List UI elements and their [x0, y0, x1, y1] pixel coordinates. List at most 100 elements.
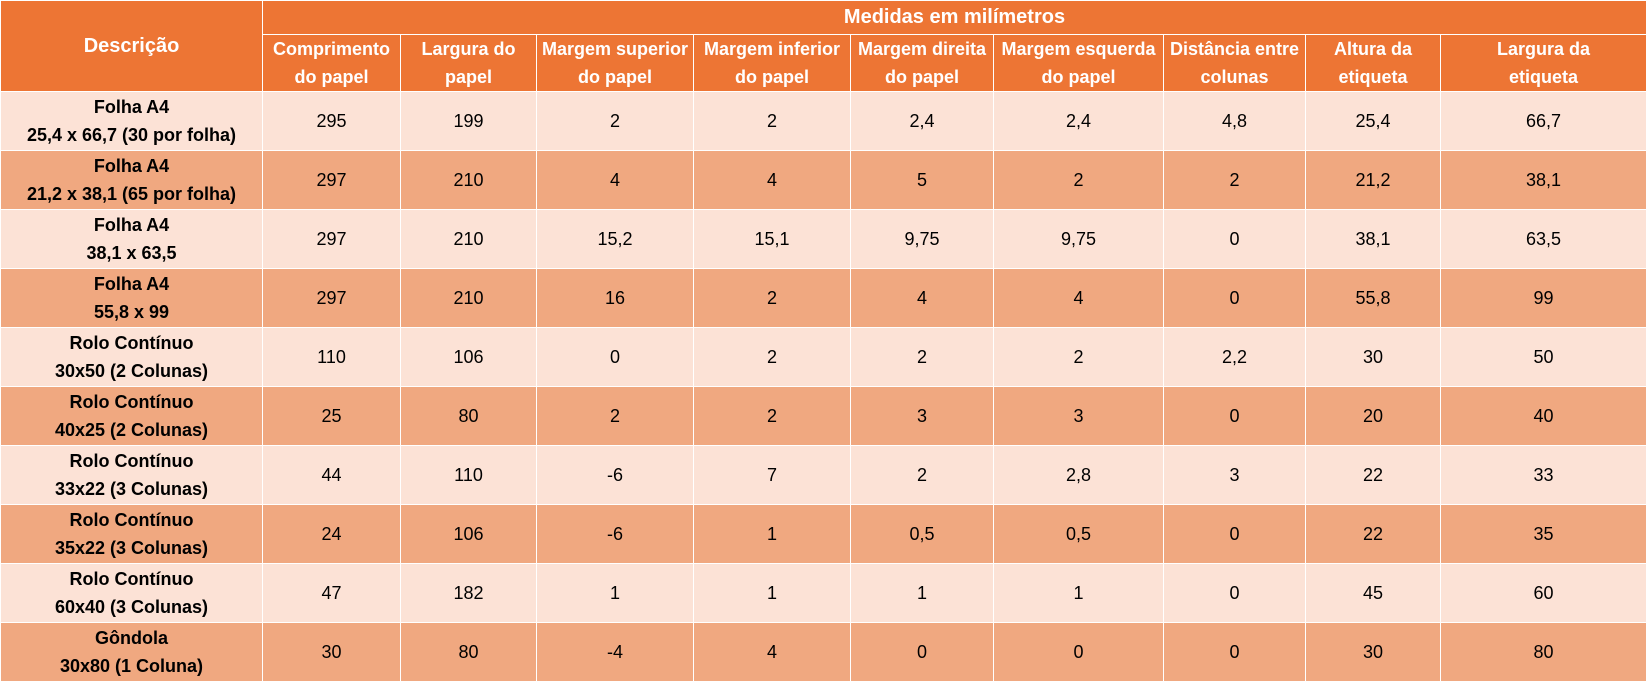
- table-cell: 295: [262, 91, 401, 151]
- table-cell: 106: [400, 504, 537, 564]
- table-cell: 30: [1305, 327, 1441, 387]
- row-title: Rolo Contínuo: [69, 569, 194, 589]
- column-header-line: do papel: [734, 67, 809, 87]
- table-cell: 4: [850, 268, 994, 328]
- row-title: Rolo Contínuo: [69, 333, 194, 353]
- row-description: Folha A4 25,4 x 66,7 (30 por folha): [0, 91, 263, 151]
- table-cell: 2: [536, 386, 694, 446]
- row-subtitle: 40x25 (2 Colunas): [54, 420, 209, 440]
- row-subtitle: 21,2 x 38,1 (65 por folha): [26, 184, 237, 204]
- column-header-line: do papel: [577, 67, 652, 87]
- row-description: Rolo Contínuo 60x40 (3 Colunas): [0, 563, 263, 623]
- table-cell: 210: [400, 150, 537, 210]
- table-row: Folha A4 21,2 x 38,1 (65 por folha) 297 210…: [0, 150, 1646, 210]
- row-title: Rolo Contínuo: [69, 392, 194, 412]
- table-cell: 0: [1163, 209, 1306, 269]
- table-body: Folha A4 25,4 x 66,7 (30 por folha) 295 199…: [0, 91, 1646, 682]
- measurements-group-header: Medidas em milímetros: [262, 0, 1646, 35]
- column-header-line: Margem direita: [857, 39, 987, 59]
- table-cell: -6: [536, 445, 694, 505]
- table-cell: 20: [1305, 386, 1441, 446]
- table-cell: 30: [1305, 622, 1441, 682]
- row-description: Folha A4 38,1 x 63,5: [0, 209, 263, 269]
- table-cell: 2,4: [993, 91, 1164, 151]
- column-header-line: do papel: [1041, 67, 1116, 87]
- table-row: Rolo Contínuo 33x22 (3 Colunas) 44 110 -6 7 2 2…: [0, 445, 1646, 505]
- row-subtitle: 33x22 (3 Colunas): [54, 479, 209, 499]
- table-cell: 80: [400, 386, 537, 446]
- table-cell: 199: [400, 91, 537, 151]
- column-header: Distância entre colunas: [1163, 34, 1306, 92]
- column-header-row: Comprimento do papel Largura do papel Margem…: [1, 34, 1646, 92]
- table-cell: -6: [536, 504, 694, 564]
- table-cell: 110: [262, 327, 401, 387]
- table-cell: 38,1: [1440, 150, 1646, 210]
- table-cell: 1: [850, 563, 994, 623]
- row-description: Rolo Contínuo 40x25 (2 Colunas): [0, 386, 263, 446]
- table-cell: 4: [693, 150, 851, 210]
- table-cell: 0: [850, 622, 994, 682]
- table-cell: 3: [850, 386, 994, 446]
- table-cell: 2,2: [1163, 327, 1306, 387]
- table-cell: 0: [1163, 622, 1306, 682]
- row-title: Gôndola: [95, 628, 168, 648]
- table-cell: 60: [1440, 563, 1646, 623]
- table-cell: 80: [400, 622, 537, 682]
- table-header: Descrição Medidas em milímetros Comprime…: [0, 0, 1646, 92]
- row-subtitle: 55,8 x 99: [93, 302, 170, 322]
- table-cell: 5: [850, 150, 994, 210]
- table-cell: 22: [1305, 504, 1441, 564]
- row-title: Folha A4: [93, 97, 170, 117]
- column-header: Margem inferior do papel: [693, 34, 851, 92]
- table-row: Rolo Contínuo 30x50 (2 Colunas) 110 106 0 2 2 2…: [0, 327, 1646, 387]
- table-cell: 47: [262, 563, 401, 623]
- table-cell: 2: [850, 327, 994, 387]
- column-header-line: Margem superior: [541, 39, 689, 59]
- table-cell: 44: [262, 445, 401, 505]
- table-cell: 38,1: [1305, 209, 1441, 269]
- table-cell: 63,5: [1440, 209, 1646, 269]
- row-description: Rolo Contínuo 33x22 (3 Colunas): [0, 445, 263, 505]
- column-header-line: Comprimento: [273, 39, 390, 59]
- table-row: Folha A4 25,4 x 66,7 (30 por folha) 295 199…: [0, 91, 1646, 151]
- table-cell: 33: [1440, 445, 1646, 505]
- column-header: Comprimento do papel: [262, 34, 401, 92]
- table-cell: 0: [1163, 504, 1306, 564]
- table-cell: 110: [400, 445, 537, 505]
- table-cell: 182: [400, 563, 537, 623]
- table-cell: 0,5: [850, 504, 994, 564]
- row-subtitle: 60x40 (3 Colunas): [54, 597, 209, 617]
- table-cell: 210: [400, 268, 537, 328]
- column-header-line: Margem inferior: [703, 39, 841, 59]
- row-title: Folha A4: [93, 274, 170, 294]
- row-subtitle: 25,4 x 66,7 (30 por folha): [26, 125, 237, 145]
- table-cell: 297: [262, 209, 401, 269]
- table-cell: 3: [993, 386, 1164, 446]
- column-header-line: Largura da: [1496, 39, 1591, 59]
- row-subtitle: 38,1 x 63,5: [86, 243, 177, 263]
- table-cell: 2: [536, 91, 694, 151]
- table-cell: 16: [536, 268, 694, 328]
- table-cell: 7: [693, 445, 851, 505]
- column-header-line: Largura do: [421, 39, 516, 59]
- column-header-line: colunas: [1200, 67, 1269, 87]
- table-cell: 297: [262, 268, 401, 328]
- table-row: Rolo Contínuo 35x22 (3 Colunas) 24 106 -6 1 0,…: [0, 504, 1646, 564]
- table-cell: 1: [693, 563, 851, 623]
- table-cell: 80: [1440, 622, 1646, 682]
- table-cell: 45: [1305, 563, 1441, 623]
- table-cell: 4: [993, 268, 1164, 328]
- row-title: Rolo Contínuo: [69, 510, 194, 530]
- table-cell: 297: [262, 150, 401, 210]
- table-cell: 0: [536, 327, 694, 387]
- table-cell: 30: [262, 622, 401, 682]
- column-header: Largura da etiqueta: [1440, 34, 1646, 92]
- column-header-line: Distância entre: [1169, 39, 1300, 59]
- table-cell: 55,8: [1305, 268, 1441, 328]
- table-cell: 66,7: [1440, 91, 1646, 151]
- row-subtitle: 30x50 (2 Colunas): [54, 361, 209, 381]
- table-cell: 25,4: [1305, 91, 1441, 151]
- table-cell: 4,8: [1163, 91, 1306, 151]
- table-cell: 40: [1440, 386, 1646, 446]
- table-cell: 0: [1163, 268, 1306, 328]
